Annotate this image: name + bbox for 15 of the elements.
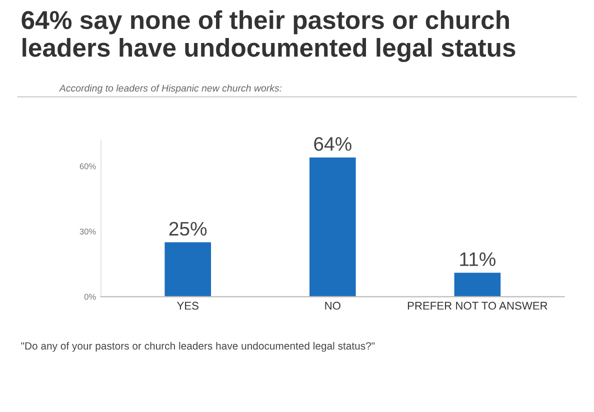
data-label: 11% xyxy=(460,252,496,266)
x-tick-label: NO xyxy=(325,302,340,310)
x-tick-label: PREFER NOT TO ANSWER xyxy=(408,302,548,310)
y-tick-label: 0% xyxy=(84,294,96,300)
chart-title: 64% say none of their pastors or church leaders have undocumented legal status xyxy=(22,10,516,62)
x-tick-label: YES xyxy=(176,302,198,310)
bar xyxy=(164,242,212,297)
bar xyxy=(309,157,356,297)
data-label: 64% xyxy=(314,137,352,151)
chart-subtitle: According to leaders of Hispanic new church works: xyxy=(58,84,282,94)
bar xyxy=(454,272,501,297)
data-label: 25% xyxy=(169,222,207,236)
text: "Do any of your pastors or church leaders have undocumented legal status?" xyxy=(21,342,375,352)
y-tick-label: 60% xyxy=(80,163,96,170)
y-tick-label: 30% xyxy=(80,228,96,235)
